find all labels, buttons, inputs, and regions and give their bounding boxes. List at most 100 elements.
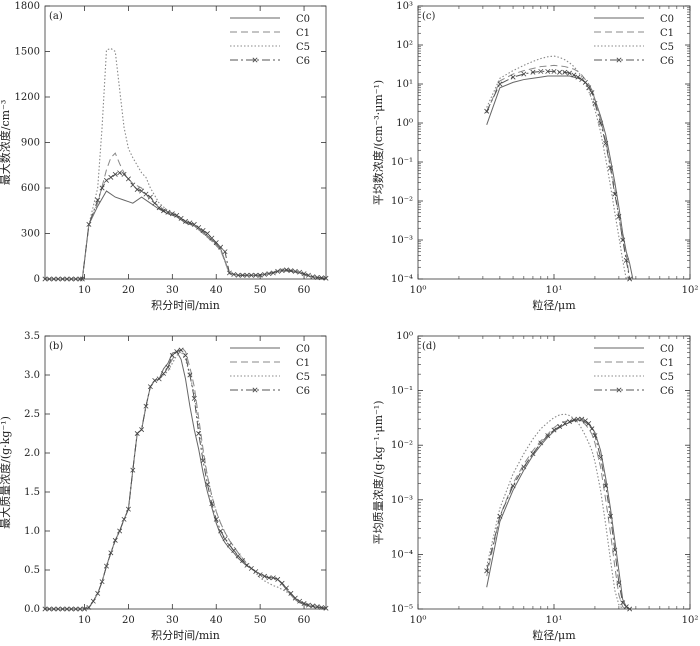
y-tick-label: 10⁻¹ [391,386,413,397]
series-marker-C6 [562,69,568,75]
series-marker-C6 [231,271,237,277]
series-marker-C6 [279,580,285,586]
series-marker-C6 [623,604,629,610]
series-marker-C6 [586,420,592,426]
series-marker-C6 [275,576,281,582]
series-line-C0 [486,419,630,609]
series-marker-C6 [620,237,626,243]
legend-label-C0: C0 [296,344,310,355]
panel-label: (c) [422,11,436,22]
series-marker-C6 [42,276,48,282]
y-axis-label: 平均数浓度/(cm⁻³·μm⁻¹) [371,80,385,205]
x-tick-label: 60 [298,615,311,626]
series-marker-C6 [592,433,598,439]
y-tick-label: 10⁻² [391,440,413,451]
panel-label: (d) [422,341,436,352]
legend-label-C0: C0 [660,344,674,355]
series-marker-C6 [139,188,145,194]
y-tick-label: 3.5 [24,331,40,342]
plot-frame [417,335,691,610]
series-marker-C6 [55,276,61,282]
series-marker-C6 [319,275,325,281]
series-marker-C6 [99,579,105,585]
series-marker-C6 [305,602,311,608]
y-tick-label: 0.0 [24,604,40,615]
series-line-C0 [45,350,326,609]
series-marker-C6 [266,271,272,277]
series-marker-C6 [200,227,206,233]
series-marker-C6 [147,194,153,200]
legend-label-C6: C6 [296,56,310,67]
series-marker-C6 [204,231,210,236]
series-marker-C6 [297,269,303,275]
series-marker-C6 [521,71,527,77]
series-marker-C6 [86,604,92,610]
series-marker-C6 [200,458,206,464]
series-marker-C6 [288,268,294,274]
series-marker-C6 [598,454,604,460]
series-marker-C6 [95,590,101,596]
series-marker-C6 [607,513,613,519]
x-tick-label: 20 [122,285,135,296]
legend-label-C5: C5 [660,372,674,383]
series-marker-C6 [589,90,595,96]
series-line-C0 [486,75,634,279]
series-marker-C6 [575,74,581,80]
series-marker-C6 [567,70,572,76]
legend-label-C5: C5 [296,372,310,383]
panel-a: (a)10 20 30 40 50 600300600900120015001800积分时… [0,1,329,312]
series-marker-C6 [567,419,572,425]
x-tick-label: 10² [682,285,699,296]
series-marker-C6 [121,516,127,522]
series-marker-C6 [579,416,585,422]
series-marker-C6 [279,268,285,274]
series-marker-C6 [204,481,210,487]
series-marker-C6 [64,276,70,282]
series-marker-C6 [196,431,202,436]
x-tick-label: 10¹ [546,285,563,296]
series-marker-C6 [125,176,131,182]
series-marker-C6 [551,427,557,433]
series-marker-C6 [270,270,276,276]
series-marker-C6 [244,562,250,568]
y-tick-label: 1200 [15,92,40,103]
series-marker-C6 [592,100,598,106]
series-marker-C6 [571,72,577,78]
series-marker-C6 [51,276,57,282]
panel-label: (a) [49,11,63,22]
series-marker-C6 [275,268,281,274]
series-marker-C6 [82,606,87,612]
series-marker-C6 [103,563,109,569]
legend-label-C5: C5 [660,42,674,53]
x-tick-label: 60 [298,285,311,296]
y-tick-label: 300 [21,229,40,240]
series-line-C5 [486,413,624,609]
series-marker-C6 [521,464,527,470]
series-marker-C6 [301,271,307,277]
series-line-C6 [45,172,326,279]
y-tick-label: 1500 [15,47,40,58]
series-marker-C6 [213,240,219,246]
series-marker-C6 [323,275,329,281]
series-marker-C6 [130,182,136,188]
legend-label-C6: C6 [660,56,674,67]
legend-label-C0: C0 [660,14,674,25]
y-tick-label: 2.0 [24,448,40,459]
series-marker-C6 [284,267,289,273]
series-marker-C6 [582,79,588,85]
series-line-C6 [486,70,631,279]
series-marker-C6 [603,140,609,146]
series-line-C1 [486,418,627,609]
series-marker-C6 [191,395,197,401]
series-marker-C6 [612,547,618,553]
y-tick-label: 0 [34,274,40,285]
series-marker-C6 [248,272,254,278]
series-marker-C6 [152,377,158,383]
series-marker-C6 [174,212,180,218]
x-tick-label: 40 [210,285,223,296]
panel-label: (b) [49,341,63,352]
series-marker-C6 [620,600,626,606]
x-axis-label: 粒径/μm [532,628,576,642]
series-marker-C6 [112,171,118,177]
series-marker-C6 [169,353,175,358]
